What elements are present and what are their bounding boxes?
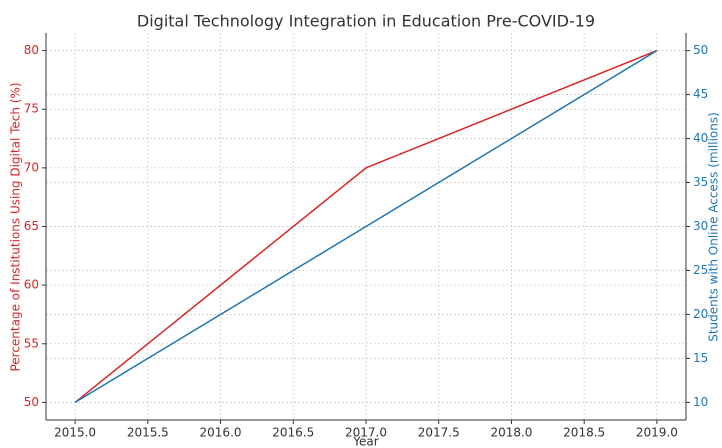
y2-tick-label: 40 [693,131,708,145]
line-series [74,49,658,404]
y-tick-label: 65 [24,219,39,233]
y-tick-label: 50 [24,395,39,409]
y2-tick-label: 15 [693,351,708,365]
y2-tick-label: 30 [693,219,708,233]
y-tick-label: 75 [24,102,39,116]
y-tick-label: 80 [24,43,39,57]
y2-tick-label: 10 [693,395,708,409]
x-tick-label: 2017.5 [418,426,460,440]
x-axis-label: Year [352,435,378,448]
x-tick-label: 2019.0 [636,426,678,440]
x-tick-label: 2016.0 [200,426,242,440]
y2-tick-label: 20 [693,307,708,321]
x-tick-label: 2018.5 [563,426,605,440]
line-series [74,49,658,403]
y2-tick-label: 50 [693,43,708,57]
x-tick-label: 2017.0 [345,426,387,440]
y2-tick-label: 45 [693,87,708,101]
y2-axis-label: Students with Online Access (millions) [707,112,721,342]
y2-tick-label: 25 [693,263,708,277]
x-tick-label: 2015.5 [127,426,169,440]
y2-tick-label: 35 [693,175,708,189]
y-axis-label: Percentage of Institutions Using Digital… [9,82,23,371]
x-tick-label: 2018.0 [490,426,532,440]
x-tick-label: 2015.0 [54,426,96,440]
x-tick-label: 2016.5 [272,426,314,440]
chart-title: Digital Technology Integration in Educat… [137,12,595,31]
y-tick-label: 60 [24,278,39,292]
y-tick-label: 55 [24,336,39,350]
y-tick-label: 70 [24,160,39,174]
